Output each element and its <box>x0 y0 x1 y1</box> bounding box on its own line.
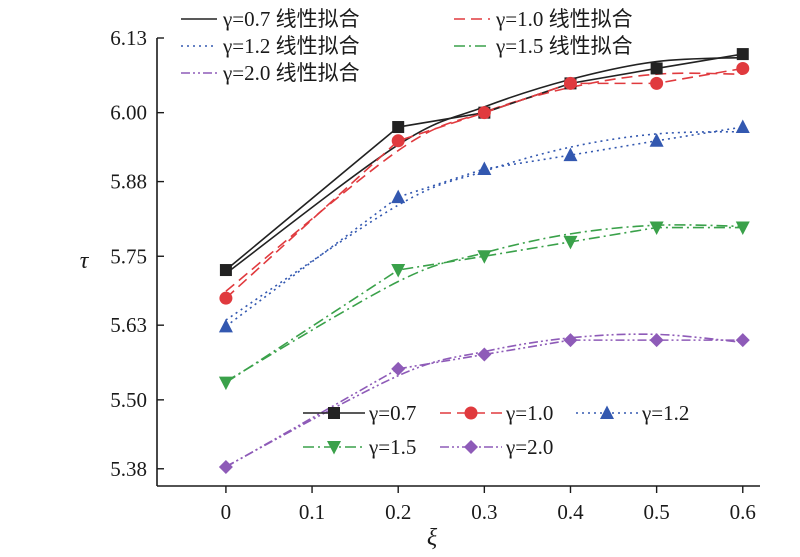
legend-marker-0-7 <box>328 407 340 419</box>
series-line-0-7 <box>225 53 743 271</box>
data-point-1-0-1 <box>391 134 405 148</box>
fit-legend-label-2-0: γ=2.0 线性拟合 <box>222 61 360 85</box>
y-tick-label: 6.13 <box>110 26 147 50</box>
y-tick-label: 5.88 <box>110 170 147 194</box>
data-point-1-0-4 <box>650 76 664 90</box>
data-point-1-2-0 <box>218 318 233 333</box>
data-point-1-2-5 <box>735 119 750 134</box>
fit-legend-label-1-2: γ=1.2 线性拟合 <box>222 34 360 58</box>
data-point-2-0-5 <box>735 333 750 348</box>
x-tick-label: 0.6 <box>730 500 756 524</box>
data-point-1-0-2 <box>477 106 491 120</box>
data-point-1-2-3 <box>563 147 578 162</box>
legend-marker-1-0 <box>464 406 478 420</box>
marker-legend: γ=0.7 γ=1.0 γ=1.2 γ=1.5 γ=2.0 <box>303 401 689 459</box>
data-point-2-0-0 <box>218 460 233 475</box>
legend-marker-2-0 <box>464 440 478 454</box>
data-point-0-7-1 <box>392 121 405 134</box>
series-line-1-0 <box>225 67 743 299</box>
legend-label-2-0: γ=2.0 <box>505 435 553 459</box>
data-point-1-5-1 <box>391 264 406 278</box>
series-line-1-2 <box>225 126 743 327</box>
data-point-1-5-0 <box>218 376 233 391</box>
legend-label-1-0: γ=1.0 <box>505 401 553 425</box>
data-point-2-0-3 <box>563 333 578 348</box>
legend-marker-1-2 <box>600 405 614 419</box>
x-tick-label: 0 <box>221 500 232 524</box>
axis-ticks: 0 0.1 0.2 0.3 0.4 0.5 0.6 5.38 5.50 5.63 5.75 5.88 6… <box>110 26 756 524</box>
legend-label-1-2: γ=1.2 <box>641 401 689 425</box>
data-series <box>218 48 750 475</box>
x-tick-label: 0.3 <box>471 500 497 524</box>
data-point-2-0-2 <box>477 347 492 362</box>
fit-line-1-2 <box>225 130 743 321</box>
fit-legend-label-1-5: γ=1.5 线性拟合 <box>495 34 633 58</box>
y-axis-title: τ <box>80 248 90 274</box>
y-tick-label: 5.63 <box>110 313 147 337</box>
data-point-0-7-4 <box>650 62 663 75</box>
x-tick-label: 0.2 <box>385 500 411 524</box>
data-point-1-0-0 <box>219 291 233 305</box>
data-point-1-2-1 <box>391 189 406 204</box>
data-point-1-5-2 <box>477 250 492 264</box>
legend-marker-1-5 <box>327 441 341 455</box>
legend-label-0-7: γ=0.7 <box>368 401 416 425</box>
x-tick-label: 0.1 <box>299 500 325 524</box>
x-tick-label: 0.5 <box>644 500 670 524</box>
data-point-1-5-4 <box>649 221 664 236</box>
x-axis-title: ξ <box>427 525 438 551</box>
data-point-0-7-0 <box>219 264 232 277</box>
fit-legend-label-1-0: γ=1.0 线性拟合 <box>495 7 633 31</box>
data-point-2-0-4 <box>649 333 664 348</box>
fit-line-2-0 <box>225 333 743 468</box>
y-tick-label: 5.75 <box>110 244 147 268</box>
data-point-2-0-1 <box>391 361 406 376</box>
y-tick-label: 5.50 <box>110 388 147 412</box>
x-tick-label: 0.4 <box>557 500 584 524</box>
data-point-1-0-5 <box>736 61 750 75</box>
data-point-0-7-5 <box>736 48 749 61</box>
data-point-1-0-3 <box>563 76 577 90</box>
data-point-1-5-5 <box>735 221 750 236</box>
y-tick-label: 5.38 <box>110 457 147 481</box>
fit-legend: γ=0.7 线性拟合 γ=1.0 线性拟合 γ=1.2 线性拟合 γ=1.5 线性拟合… <box>181 7 633 85</box>
y-tick-label: 6.00 <box>110 101 147 125</box>
data-point-1-2-2 <box>477 161 492 175</box>
legend-label-1-5: γ=1.5 <box>368 435 416 459</box>
data-point-1-5-3 <box>563 235 578 250</box>
data-point-1-2-4 <box>649 133 664 147</box>
fit-legend-label-0-7: γ=0.7 线性拟合 <box>222 7 360 31</box>
series-line-1-5 <box>225 226 743 384</box>
fit-line-0-7 <box>225 56 743 275</box>
